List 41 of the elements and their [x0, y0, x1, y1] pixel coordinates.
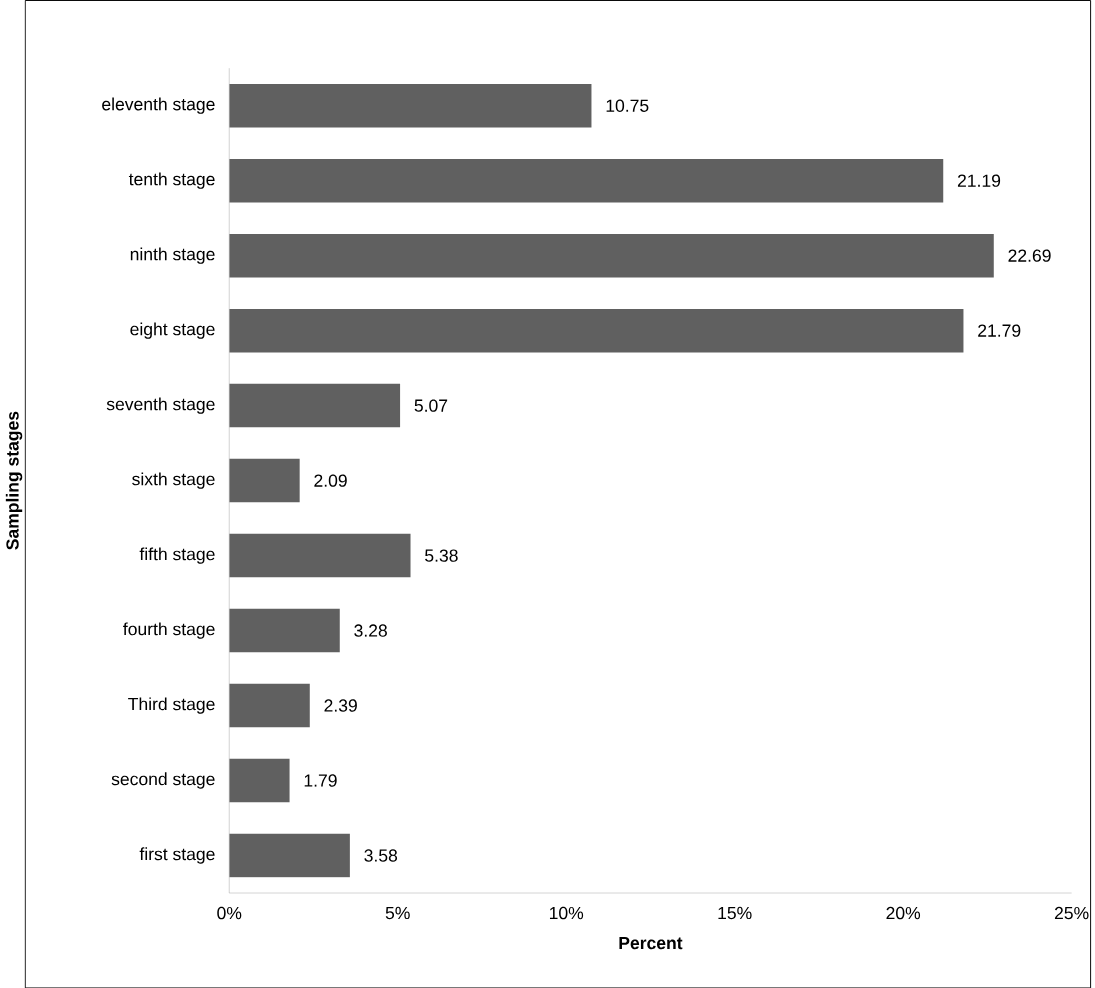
data-label: 1.79: [304, 774, 337, 787]
x-axis-title: Percent: [619, 936, 683, 949]
data-label: 2.39: [324, 699, 357, 712]
bar: [229, 458, 300, 503]
y-tick-label: seventh stage: [106, 397, 215, 414]
data-label: 3.28: [354, 624, 387, 637]
bar: [229, 683, 310, 728]
y-tick-label: Third stage: [128, 697, 215, 714]
x-tick-label: 0%: [217, 906, 242, 920]
data-label: 21.19: [957, 174, 1001, 187]
y-tick-label: tenth stage: [128, 172, 215, 189]
bar: [229, 83, 592, 128]
y-tick-label: eight stage: [130, 322, 215, 339]
data-label: 22.69: [1008, 249, 1051, 262]
data-label: 10.75: [606, 99, 649, 112]
bar: [229, 833, 350, 878]
y-tick-label: sixth stage: [132, 472, 215, 489]
y-tick-label: second stage: [111, 772, 215, 789]
bar: [229, 383, 401, 428]
data-label: 5.38: [425, 549, 458, 562]
x-tick-label: 15%: [718, 906, 752, 919]
x-tick-label: 5%: [385, 906, 410, 919]
y-tick-label: fourth stage: [123, 622, 215, 639]
data-label: 2.09: [314, 474, 347, 487]
data-label: 21.79: [978, 324, 1021, 337]
data-label: 3.58: [364, 849, 398, 862]
bar: [229, 608, 340, 653]
data-label: 5.07: [414, 399, 448, 412]
bar: [229, 308, 964, 353]
x-tick-label: 10%: [549, 906, 584, 920]
y-tick-label: ninth stage: [130, 247, 215, 264]
y-tick-label: fifth stage: [139, 547, 215, 564]
x-tick-label: 25%: [1054, 906, 1089, 920]
x-tick-label: 20%: [886, 906, 921, 920]
bar: [229, 158, 944, 203]
y-tick-label: first stage: [139, 847, 215, 864]
bar: [229, 533, 411, 578]
bar: [229, 758, 290, 803]
bar: [229, 233, 994, 278]
y-tick-label: eleventh stage: [102, 97, 215, 114]
y-axis-title: Sampling stages: [5, 411, 23, 550]
